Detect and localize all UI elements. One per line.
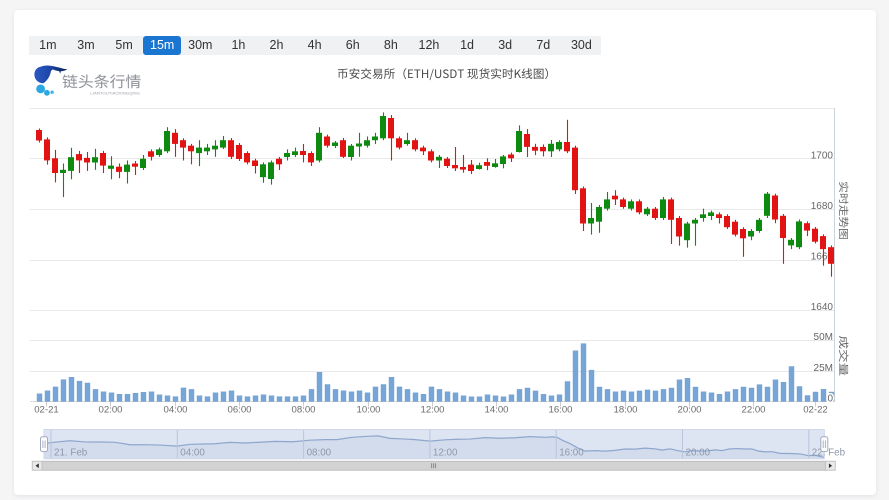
- svg-text:16:00: 16:00: [559, 448, 584, 459]
- svg-text:14:00: 14:00: [484, 404, 508, 415]
- svg-text:18:00: 18:00: [613, 404, 637, 415]
- svg-text:04:00: 04:00: [180, 448, 205, 459]
- svg-text:1680: 1680: [811, 201, 834, 212]
- svg-text:50M: 50M: [814, 332, 833, 343]
- svg-text:22. Feb: 22. Feb: [812, 448, 846, 459]
- svg-text:02-22: 02-22: [803, 404, 828, 415]
- svg-text:25M: 25M: [814, 363, 833, 374]
- svg-text:12:00: 12:00: [433, 448, 458, 459]
- svg-text:16:00: 16:00: [548, 404, 572, 415]
- svg-text:1660: 1660: [811, 252, 834, 263]
- svg-text:20:00: 20:00: [677, 404, 701, 415]
- svg-text:LIANTOUTIAOXINGQING: LIANTOUTIAOXINGQING: [90, 91, 140, 95]
- svg-text:0: 0: [827, 394, 833, 405]
- svg-text:02-21: 02-21: [34, 404, 59, 415]
- svg-text:20:00: 20:00: [686, 448, 711, 459]
- svg-text:10:00: 10:00: [356, 404, 380, 415]
- svg-text:02:00: 02:00: [98, 404, 122, 415]
- svg-text:08:00: 08:00: [291, 404, 315, 415]
- svg-text:06:00: 06:00: [227, 404, 251, 415]
- svg-text:08:00: 08:00: [307, 448, 332, 459]
- svg-text:1700: 1700: [811, 151, 834, 162]
- svg-text:1640: 1640: [811, 302, 834, 313]
- svg-text:04:00: 04:00: [163, 404, 187, 415]
- svg-text:12:00: 12:00: [420, 404, 444, 415]
- svg-text:22:00: 22:00: [741, 404, 765, 415]
- svg-text:21. Feb: 21. Feb: [54, 448, 88, 459]
